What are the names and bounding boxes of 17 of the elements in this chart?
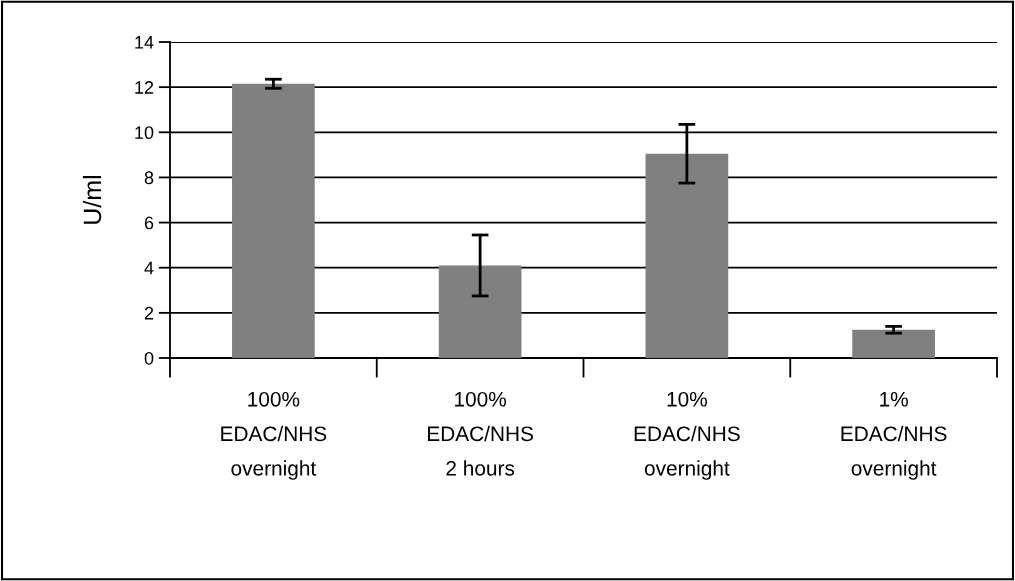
y-tick-label: 14 [135, 36, 154, 49]
y-tick-label: 10 [135, 126, 154, 140]
bar [438, 265, 522, 358]
y-tick-label: 8 [144, 171, 154, 185]
bar [232, 83, 315, 358]
y-tick-label: 4 [144, 261, 154, 275]
bar [645, 153, 729, 358]
y-axis-title: U/ml [82, 175, 102, 224]
x-tick-label: 100% EDAC/NHS overnight [221, 391, 327, 480]
y-tick-label: 12 [135, 81, 154, 94]
y-tick-label: 2 [144, 306, 154, 320]
bar [852, 329, 935, 358]
y-tick-label: 0 [144, 351, 154, 365]
x-tick-label: 1% EDAC/NHS overnight [841, 391, 947, 480]
x-tick-label: 10% EDAC/NHS overnight [634, 391, 740, 480]
y-tick-label: 6 [144, 216, 154, 230]
x-tick-label: 100% EDAC/NHS 2 hours [428, 391, 533, 476]
